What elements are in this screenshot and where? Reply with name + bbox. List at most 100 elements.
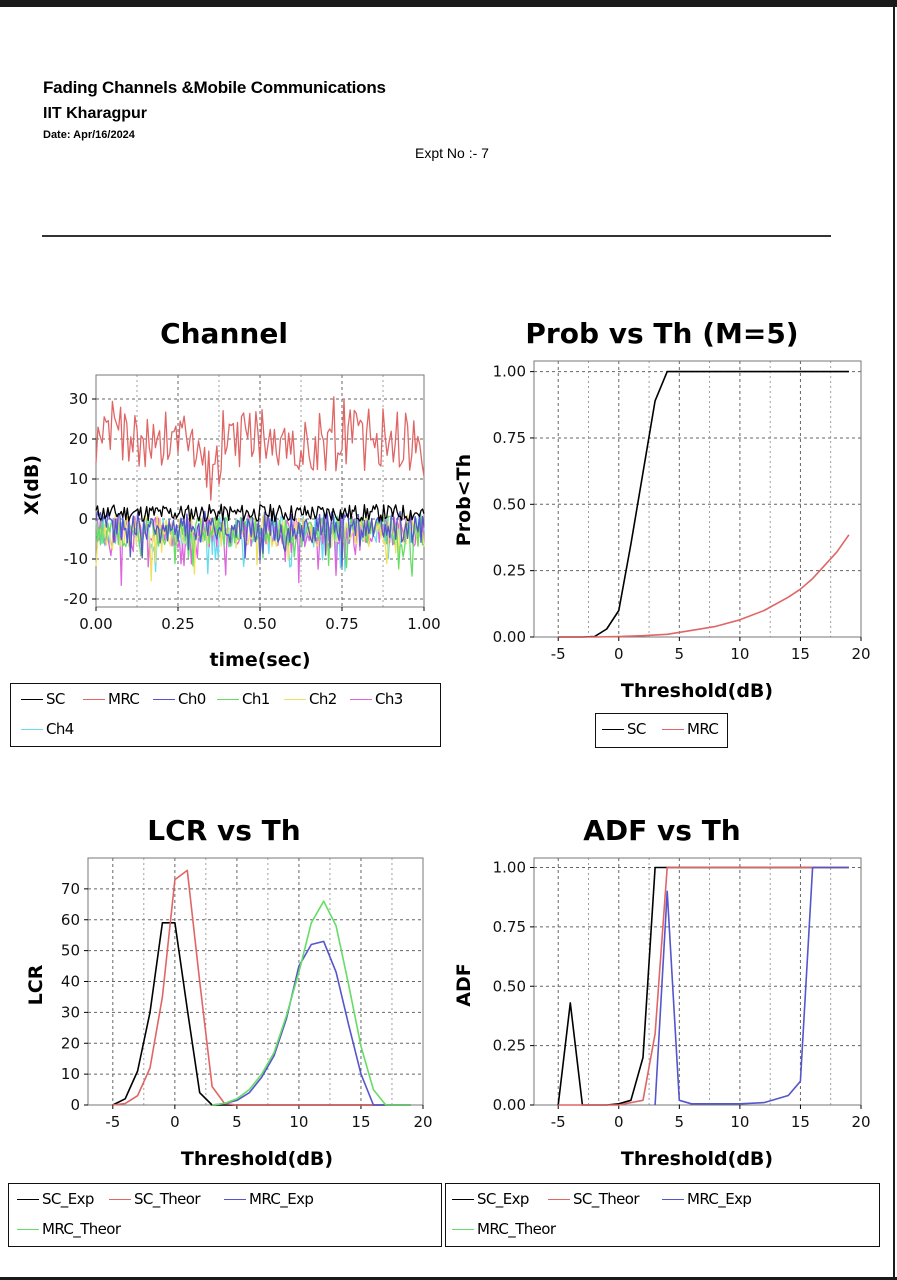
channel-legend: SC MRC Ch0 Ch1 Ch2 Ch3 Ch4 <box>10 683 441 747</box>
legend-entry-mrc-exp: MRC_Exp <box>662 1190 752 1208</box>
legend-label: SC_Exp <box>477 1190 529 1208</box>
lcr-vs-th-ytick-label: 60 <box>61 911 80 929</box>
adf-vs-th-x-axis-label: Threshold(dB) <box>621 1148 773 1170</box>
legend-swatch <box>17 1198 39 1200</box>
prob-vs-th-m-5-plot-frame <box>533 360 862 638</box>
legend-label: Ch1 <box>242 690 270 708</box>
prob-vs-th-m-5-x-axis-label: Threshold(dB) <box>621 680 773 702</box>
lcr-vs-th-ytick-label: 70 <box>61 880 80 898</box>
channel-ytick-label: 10 <box>69 470 88 488</box>
channel-title: Channel <box>160 317 288 350</box>
legend-entry-mrc: MRC <box>83 690 140 708</box>
right-frame-edge <box>893 7 895 1280</box>
adf-vs-th-xtick-label: -5 <box>551 1113 566 1131</box>
prob-vs-th-m-5-ytick-label: 0.75 <box>493 429 526 447</box>
legend-entry-ch0: Ch0 <box>153 690 206 708</box>
legend-label: SC <box>627 720 646 738</box>
legend-swatch <box>662 728 684 730</box>
legend-entry-mrc-theor: MRC_Theor <box>452 1220 556 1238</box>
legend-swatch <box>452 1198 474 1200</box>
legend-label: SC <box>46 690 65 708</box>
lcr-vs-th-title: LCR vs Th <box>147 814 300 847</box>
legend-entry-ch1: Ch1 <box>217 690 270 708</box>
lcr-vs-th-xtick-label: -5 <box>105 1113 120 1131</box>
adf-vs-th-plot-frame <box>533 857 862 1106</box>
legend-swatch <box>17 1228 39 1230</box>
lcr-vs-th-ytick-label: 40 <box>61 973 80 991</box>
prob-vs-th-m-5-ytick-label: 0.00 <box>493 628 526 646</box>
adf-vs-th-xtick-label: 5 <box>675 1113 685 1131</box>
legend-swatch <box>662 1198 684 1200</box>
lcr-vs-th-series-sc-theor <box>112 869 411 1106</box>
lcr-vs-th-ytick-label: 0 <box>70 1096 80 1114</box>
legend-swatch <box>602 728 624 730</box>
lcr-vs-th-ytick-label: 10 <box>61 1065 80 1083</box>
legend-label: Ch3 <box>375 690 403 708</box>
adf-vs-th-series-sc-theor <box>558 866 849 1106</box>
channel-series-ch0 <box>95 510 425 568</box>
adf-vs-th-ytick-label: 1.00 <box>493 859 526 877</box>
adf-vs-th-xtick-label: 20 <box>851 1113 870 1131</box>
adf-vs-th-ytick-label: 0.25 <box>493 1037 526 1055</box>
legend-entry-mrc-theor: MRC_Theor <box>17 1220 121 1238</box>
prob-vs-th-m-5-legend: SC MRC <box>595 713 728 748</box>
lcr-vs-th-x-axis-label: Threshold(dB) <box>181 1148 333 1170</box>
lcr-vs-th-ytick-label: 30 <box>61 1003 80 1021</box>
prob-vs-th-m-5-title: Prob vs Th (M=5) <box>525 317 798 350</box>
prob-vs-th-m-5-xtick-label: 5 <box>675 645 685 663</box>
lcr-vs-th-xtick-label: 5 <box>232 1113 242 1131</box>
experiment-number: Expt No :- 7 <box>415 145 489 161</box>
prob-vs-th-m-5-xtick-label: 15 <box>791 645 810 663</box>
lcr-vs-th-series-mrc-exp <box>212 940 411 1106</box>
legend-entry-ch4: Ch4 <box>21 720 74 738</box>
channel-x-axis-label: time(sec) <box>209 649 310 671</box>
prob-vs-th-m-5-xtick-label: -5 <box>551 645 566 663</box>
channel-ytick-label: 0 <box>78 510 88 528</box>
adf-vs-th-xtick-label: 15 <box>791 1113 810 1131</box>
legend-entry-mrc: MRC <box>662 720 719 738</box>
legend-entry-ch2: Ch2 <box>284 690 337 708</box>
legend-swatch <box>350 698 372 700</box>
channel-ytick-label: -20 <box>64 590 89 608</box>
lcr-vs-th-series-mrc-theor <box>212 900 411 1106</box>
legend-entry-sc-theor: SC_Theor <box>548 1190 640 1208</box>
legend-swatch <box>452 1228 474 1230</box>
prob-vs-th-m-5-ytick-label: 1.00 <box>493 363 526 381</box>
adf-vs-th-y-axis-label: ADF <box>453 963 475 1006</box>
prob-vs-th-m-5-ytick-label: 0.50 <box>493 495 526 513</box>
channel-y-axis-label: X(dB) <box>21 455 43 515</box>
legend-swatch <box>21 698 43 700</box>
channel-xtick-label: 0.50 <box>243 615 276 633</box>
legend-swatch <box>109 1198 131 1200</box>
legend-entry-sc-exp: SC_Exp <box>17 1190 94 1208</box>
adf-vs-th-legend: SC_Exp SC_Theor MRC_Exp MRC_Theor <box>445 1183 880 1247</box>
legend-entry-mrc-exp: MRC_Exp <box>224 1190 314 1208</box>
legend-swatch <box>21 728 43 730</box>
legend-swatch <box>548 1198 570 1200</box>
lcr-vs-th-xtick-label: 20 <box>413 1113 432 1131</box>
channel-xtick-label: 1.00 <box>407 615 440 633</box>
legend-label: SC_Exp <box>42 1190 94 1208</box>
channel-ytick-label: -10 <box>64 550 89 568</box>
legend-label: Ch4 <box>46 720 74 738</box>
legend-label: MRC_Theor <box>477 1220 556 1238</box>
legend-label: Ch2 <box>309 690 337 708</box>
channel-xtick-label: 0.75 <box>325 615 358 633</box>
prob-vs-th-m-5-xtick-label: 10 <box>730 645 749 663</box>
legend-entry-ch3: Ch3 <box>350 690 403 708</box>
channel-series-sc <box>95 503 425 523</box>
legend-swatch <box>83 698 105 700</box>
channel-xtick-label: 0.25 <box>161 615 194 633</box>
header-divider <box>42 235 831 237</box>
legend-label: MRC_Theor <box>42 1220 121 1238</box>
channel-series-mrc <box>95 396 425 501</box>
lcr-vs-th-xtick-label: 0 <box>170 1113 180 1131</box>
lcr-vs-th-xtick-label: 10 <box>289 1113 308 1131</box>
legend-swatch <box>224 1198 246 1200</box>
legend-label: MRC_Exp <box>687 1190 752 1208</box>
channel-ytick-label: 30 <box>69 390 88 408</box>
prob-vs-th-m-5-ytick-label: 0.25 <box>493 562 526 580</box>
adf-vs-th-ytick-label: 0.50 <box>493 977 526 995</box>
prob-vs-th-m-5-y-axis-label: Prob<Th <box>453 454 475 546</box>
